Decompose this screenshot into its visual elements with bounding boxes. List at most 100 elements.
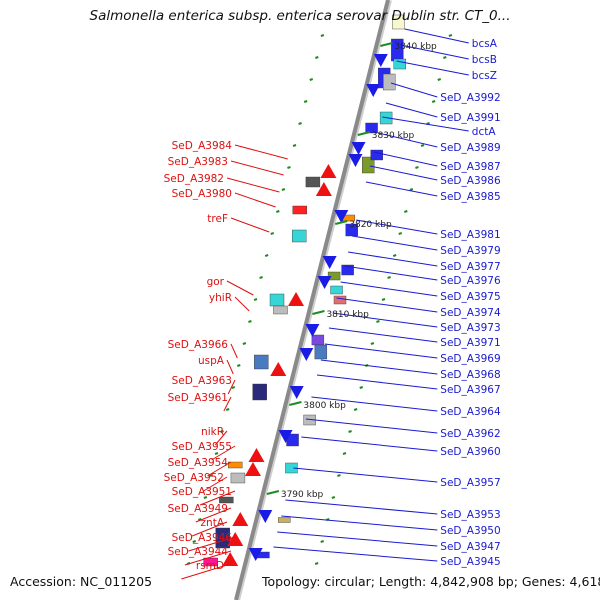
gene-feature xyxy=(341,264,354,276)
leader-line xyxy=(226,359,234,375)
gene-arrow xyxy=(288,292,305,306)
track-dot xyxy=(292,144,297,147)
track-dot xyxy=(448,34,453,37)
gene-feature xyxy=(314,344,328,360)
track-dot xyxy=(320,34,325,37)
gene-feature xyxy=(228,461,243,469)
track-dot xyxy=(353,408,358,411)
gene-label-right: SeD_A3989 xyxy=(440,142,500,154)
leader-line xyxy=(226,280,254,296)
leader-line xyxy=(396,60,469,76)
track-dot xyxy=(442,56,447,59)
gene-arrow xyxy=(278,430,293,443)
gene-feature xyxy=(278,517,291,523)
gene-label-right: SeD_A3953 xyxy=(440,509,500,521)
track-dot xyxy=(376,320,380,323)
gene-label-right: SeD_A3962 xyxy=(440,428,500,440)
gene-label-right: SeD_A3973 xyxy=(440,322,500,334)
gene-arrow xyxy=(373,54,388,67)
gene-label-right: SeD_A3979 xyxy=(440,245,500,257)
gene-arrow xyxy=(317,276,332,289)
gene-arrow xyxy=(366,84,381,97)
leader-line xyxy=(234,296,250,312)
gene-label-right: dctA xyxy=(472,126,497,138)
gene-feature xyxy=(254,354,269,370)
leader-line xyxy=(181,564,228,580)
leader-line xyxy=(356,219,438,235)
gene-label-right: SeD_A3969 xyxy=(440,353,500,365)
track-dot xyxy=(214,452,219,455)
gene-label-right: bcsB xyxy=(472,54,497,66)
leader-line xyxy=(184,550,232,566)
track-dot xyxy=(264,254,269,257)
leader-line xyxy=(234,144,288,160)
leader-line xyxy=(226,177,280,193)
track-dot xyxy=(259,276,263,279)
track-dot xyxy=(220,430,224,433)
track-dot xyxy=(298,122,302,125)
track-dot xyxy=(331,496,336,499)
gene-label-left: SeD_A3980 xyxy=(172,188,232,200)
leader-line xyxy=(328,327,438,343)
track-dot xyxy=(253,298,258,301)
track-dot xyxy=(275,210,280,213)
gene-feature xyxy=(330,285,343,295)
track-dot xyxy=(320,540,325,543)
leader-line xyxy=(344,265,438,281)
track-dot xyxy=(398,232,403,235)
scale-tick-label: 3810 kbp xyxy=(326,310,369,320)
genome-backbone xyxy=(234,0,392,601)
gene-feature xyxy=(305,176,321,188)
gene-label-right: SeD_A3981 xyxy=(440,229,500,241)
leader-line xyxy=(301,436,438,452)
gene-feature xyxy=(383,73,396,91)
track-dot xyxy=(192,540,197,543)
gene-label-right: SeD_A3971 xyxy=(440,337,500,349)
gene-label-left: uspA xyxy=(198,355,225,367)
gene-label-left: nikR xyxy=(201,426,224,438)
gene-feature xyxy=(203,557,218,567)
gene-label-right: SeD_A3976 xyxy=(440,275,501,287)
gene-label-right: bcsZ xyxy=(472,70,497,82)
gene-label-left: SeD_A3944 xyxy=(168,546,229,558)
track-dot xyxy=(359,386,364,389)
gene-label-left: yhiR xyxy=(209,292,232,304)
gene-arrow xyxy=(232,512,249,526)
gene-arrow xyxy=(334,210,349,223)
gene-feature xyxy=(311,334,325,346)
gene-label-right: SeD_A3964 xyxy=(440,406,501,418)
gene-arrow xyxy=(227,532,244,546)
gene-label-left: SeD_A3951 xyxy=(172,486,232,498)
gene-feature xyxy=(230,472,246,484)
leader-line xyxy=(373,151,438,167)
track-dot xyxy=(242,342,247,345)
leader-line xyxy=(227,379,236,395)
leader-line xyxy=(320,359,438,375)
gene-arrow xyxy=(305,324,320,337)
gene-arrow xyxy=(320,164,337,178)
leader-line xyxy=(285,499,438,515)
leader-line xyxy=(188,536,236,552)
scale-tick-label: 3800 kbp xyxy=(303,401,346,411)
leader-line xyxy=(311,396,438,412)
gene-label-left: treF xyxy=(207,213,228,225)
track-dots xyxy=(186,34,453,565)
track-dot xyxy=(415,166,419,169)
track-dot xyxy=(409,188,414,191)
gene-arrow xyxy=(351,142,366,155)
leader-line xyxy=(352,235,438,251)
gene-arrow xyxy=(322,256,337,269)
track-dot xyxy=(209,474,213,477)
gene-label-right: SeD_A3987 xyxy=(440,161,500,173)
leader-line xyxy=(207,461,232,477)
gene-feature xyxy=(362,156,375,174)
track-dot xyxy=(381,298,386,301)
track-dot xyxy=(431,100,436,103)
gene-feature xyxy=(273,305,288,315)
track-dot xyxy=(342,452,347,455)
gene-label-left: SeD_A3984 xyxy=(172,140,233,152)
gene-labels[interactable]: bcsA bcsB bcsZ SeD_A3992 SeD_A3991 dctA SeD_A3… xyxy=(164,38,501,572)
accession-text: Accession: NC_011205 xyxy=(10,574,153,589)
